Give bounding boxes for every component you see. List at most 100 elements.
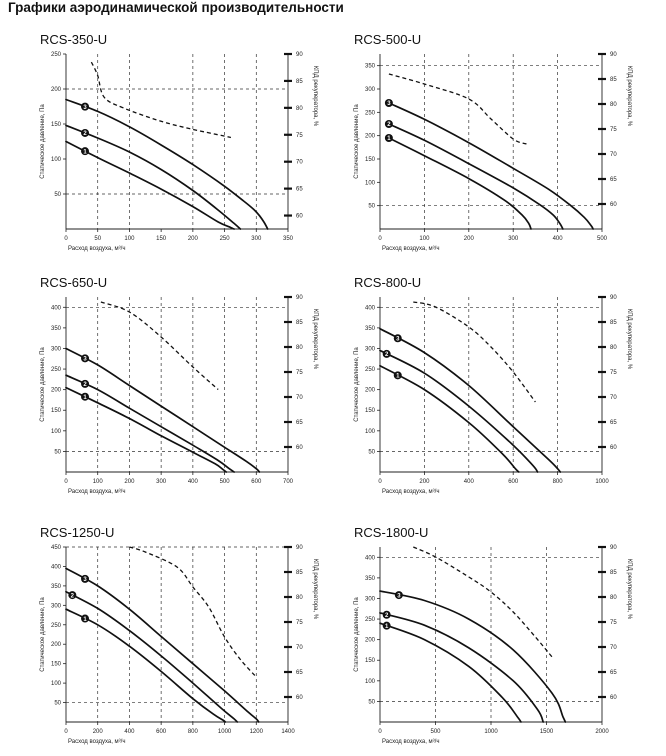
series-marker-label: 3	[397, 593, 401, 599]
x-tick-label: 1500	[540, 729, 554, 735]
grid	[66, 54, 288, 229]
grid	[380, 54, 602, 229]
x-tick-label: 0	[64, 479, 68, 485]
y-tick-label: 300	[365, 87, 376, 93]
y2-tick-label: 60	[610, 695, 617, 701]
series-marker-label: 3	[396, 336, 400, 342]
y2-tick-label: 65	[610, 177, 617, 183]
series-marker-label: 2	[385, 352, 389, 358]
series-marker-label: 1	[396, 374, 400, 380]
series-line	[388, 102, 594, 230]
y2-tick-label: 65	[296, 420, 303, 426]
series-marker	[81, 102, 90, 111]
chart-panel-rcs-1250: RCS-1250-U 0 200 400 600 800 1000 1200 1400 50 10…	[34, 525, 352, 755]
y2-tick-label: 85	[610, 570, 617, 576]
chart-panel-rcs-1800: RCS-1800-U 0 500 1000 1500 2000 50 100 150 200 25…	[348, 525, 666, 755]
y-tick-label: 300	[51, 603, 62, 609]
x-axis-label: Расход воздуха, м³/ч	[68, 246, 125, 252]
series-line	[65, 140, 235, 230]
chart-svg: 0 100 200 300 400 500 600 700 50 100 150 200 250 300 3…	[40, 295, 318, 495]
y-tick-label: 250	[51, 52, 62, 58]
y2-tick-label: 80	[610, 345, 617, 351]
grid	[66, 297, 288, 472]
y-tick-label: 350	[51, 584, 62, 590]
chart-svg: 0 200 400 600 800 1000 1200 1400501001502002503…	[40, 545, 318, 745]
x-tick-label: 800	[553, 479, 564, 485]
x-axis-label: Расход воздуха, м³/ч	[382, 489, 439, 495]
chart-panel-rcs-350: RCS-350-U 0 50 100 150 200 250 300 350 50 100 150 2…	[34, 32, 352, 262]
x-tick-label: 50	[94, 236, 101, 242]
efficiency-line	[100, 301, 219, 390]
y2-axis-label: КПД рекуператора, %	[626, 559, 632, 620]
y-tick-label: 200	[51, 388, 62, 394]
series-marker-label: 2	[71, 593, 75, 599]
series-marker	[81, 147, 90, 156]
y-tick-label: 200	[365, 638, 376, 644]
x-tick-label: 400	[124, 729, 135, 735]
series-marker-label: 1	[387, 136, 391, 142]
series-line	[65, 386, 228, 473]
series-marker-label: 3	[83, 105, 87, 111]
series-line	[379, 590, 567, 723]
series-marker-label: 1	[385, 624, 389, 630]
y-tick-label: 200	[365, 388, 376, 394]
y-tick-label: 350	[365, 576, 376, 582]
y-tick-label: 150	[51, 408, 62, 414]
x-tick-label: 0	[378, 729, 382, 735]
series-line	[388, 123, 564, 230]
series-line	[379, 622, 522, 723]
x-tick-label: 200	[93, 729, 104, 735]
y-tick-label: 400	[51, 564, 62, 570]
y2-tick-label: 70	[610, 645, 617, 651]
y-tick-label: 350	[365, 326, 376, 332]
y-tick-label: 50	[368, 449, 375, 455]
x-axis-label: Расход воздуха, м³/ч	[382, 739, 439, 745]
y-axis-label: Статическое давление, Па	[40, 104, 46, 179]
series-marker	[393, 371, 402, 380]
y2-tick-label: 90	[296, 52, 303, 58]
y2-tick-label: 65	[296, 187, 303, 193]
chart-title: RCS-500-U	[354, 32, 422, 47]
y-tick-label: 150	[51, 122, 62, 128]
y-tick-label: 50	[54, 701, 61, 707]
y2-tick-label: 60	[296, 695, 303, 701]
y-tick-label: 200	[365, 134, 376, 140]
chart-panel-rcs-650: RCS-650-U 0 100 200 300 400 500 600 700 50 100 150…	[34, 275, 352, 505]
y-tick-label: 150	[365, 658, 376, 664]
x-axis-label: Расход воздуха, м³/ч	[68, 739, 125, 745]
series-marker	[384, 99, 393, 107]
x-tick-label: 500	[220, 479, 231, 485]
x-tick-label: 200	[124, 479, 135, 485]
series-line	[65, 590, 239, 723]
series-marker	[384, 120, 393, 128]
y2-tick-label: 75	[296, 370, 303, 376]
y2-tick-label: 60	[610, 445, 617, 451]
y2-tick-label: 80	[610, 102, 617, 108]
series-line	[65, 347, 261, 473]
y2-tick-label: 75	[610, 370, 617, 376]
y2-tick-label: 85	[296, 79, 303, 85]
chart-title: RCS-350-U	[40, 32, 108, 47]
y2-tick-label: 70	[296, 645, 303, 651]
x-tick-label: 1000	[595, 479, 609, 485]
efficiency-line	[413, 546, 553, 658]
y-tick-label: 250	[365, 367, 376, 373]
y2-tick-label: 65	[610, 420, 617, 426]
y-tick-label: 250	[51, 623, 62, 629]
chart-svg: 0 200 400 600 800 1000 50 100 150 200 250 300 350 400…	[354, 295, 632, 495]
series-marker-label: 1	[83, 149, 87, 155]
chart-panel-rcs-800: RCS-800-U 0 200 400 600 800 1000 50 100 150 200 25…	[348, 275, 666, 505]
y-tick-label: 100	[51, 157, 62, 163]
page-title: Графики аэродинамической производительно…	[8, 0, 344, 15]
y-tick-label: 250	[365, 110, 376, 116]
series-marker	[81, 354, 90, 363]
y2-tick-label: 90	[610, 545, 617, 551]
series-marker-label: 2	[385, 613, 389, 619]
series-marker-label: 2	[387, 122, 391, 128]
x-tick-label: 250	[220, 236, 231, 242]
series-marker-label: 1	[83, 395, 87, 401]
y-tick-label: 150	[365, 408, 376, 414]
grid	[380, 297, 602, 472]
y2-tick-label: 90	[296, 545, 303, 551]
x-tick-label: 200	[464, 236, 475, 242]
